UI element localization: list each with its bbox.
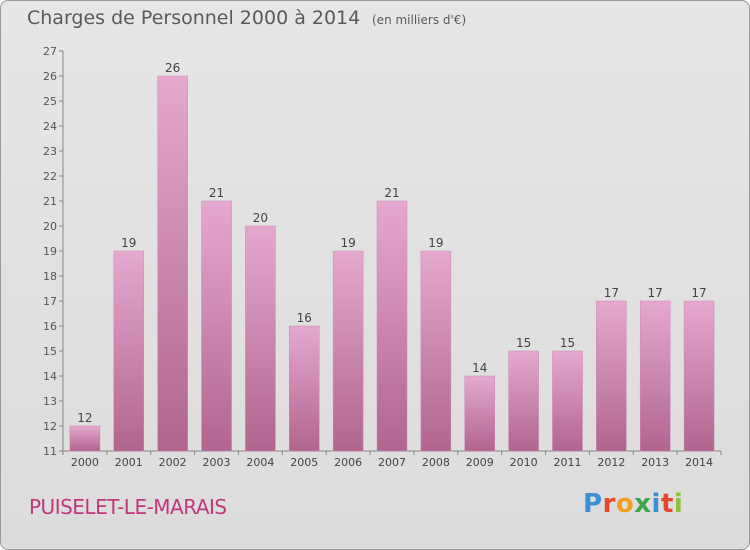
y-tick-label: 17 [43,295,57,308]
proxiti-logo[interactable]: Proxiti [583,489,683,519]
data-labels: 12 19 26 21 20 16 19 21 19 14 15 15 17 17 17 [77,61,706,425]
bar-2010 [508,350,539,452]
chart-subtitle: (en milliers d'€) [372,13,467,27]
data-label-2010: 15 [516,336,531,350]
bar-2014 [683,300,715,452]
x-tick-label: 2004 [246,456,274,469]
bar-2009 [464,375,495,452]
y-tick-label: 22 [43,170,57,183]
y-tick-label: 13 [43,395,57,408]
data-label-2012: 17 [604,286,619,300]
x-tick-label: 2014 [685,456,713,469]
x-tick-label: 2001 [115,456,143,469]
logo-letter: i [651,489,661,519]
x-tick-label: 2010 [510,456,538,469]
logo-letter: t [660,489,674,519]
x-tick-label: 2003 [203,456,231,469]
bar-2000 [69,425,101,452]
city-name: PUISELET-LE-MARAIS [29,495,227,519]
chart-title: Charges de Personnel 2000 à 2014 [27,7,361,29]
data-label-2013: 17 [648,286,663,300]
y-tick-label: 19 [43,245,57,258]
y-tick-label: 11 [43,445,57,458]
data-label-2008: 19 [428,236,443,250]
data-label-2006: 19 [340,236,355,250]
x-tick-label: 2007 [378,456,406,469]
x-tick-label: 2008 [422,456,450,469]
y-tick-label: 21 [43,195,57,208]
y-tick-label: 12 [43,420,57,433]
bar-2011 [552,350,583,452]
logo-letter: x [634,489,652,519]
data-label-2011: 15 [560,336,575,350]
logo-letter: P [583,489,603,519]
data-label-2014: 17 [691,286,706,300]
x-tick-label: 2013 [641,456,669,469]
bar-2006 [332,250,364,452]
bar-2008 [420,250,452,452]
bar-2013 [639,300,671,452]
bar-2007 [376,200,408,452]
y-tick-label: 15 [43,345,57,358]
x-tick-label: 2002 [159,456,187,469]
data-label-2000: 12 [77,411,92,425]
logo-letter: r [602,489,616,519]
data-label-2002: 26 [165,61,180,75]
x-tick-label: 2005 [290,456,318,469]
x-tick-label: 2012 [597,456,625,469]
logo-letter: i [673,489,684,519]
data-label-2004: 20 [253,211,268,225]
x-tick-label: 2009 [466,456,494,469]
data-label-2009: 14 [472,361,487,375]
y-tick-label: 16 [43,320,57,333]
bar-2003 [201,200,232,452]
bar-2012 [596,300,627,452]
y-tick-label: 20 [43,220,57,233]
bar-2005 [289,325,320,452]
data-label-2003: 21 [209,186,224,200]
y-tick-label: 24 [43,120,57,133]
bars [69,75,715,452]
y-tick-label: 14 [43,370,57,383]
y-tick-label: 23 [43,145,57,158]
y-tick-label: 18 [43,270,57,283]
x-tick-label: 2000 [71,456,99,469]
data-label-2005: 16 [297,311,312,325]
data-label-2001: 19 [121,236,136,250]
y-tick-label: 25 [43,95,57,108]
data-label-2007: 21 [384,186,399,200]
bar-2002 [157,75,188,452]
x-tick-label: 2011 [553,456,581,469]
bar-2004 [245,225,276,452]
y-tick-label: 27 [43,45,57,58]
x-tick-label: 2006 [334,456,362,469]
logo-letter: o [615,489,635,519]
bar-2001 [113,250,145,452]
y-tick-label: 26 [43,70,57,83]
